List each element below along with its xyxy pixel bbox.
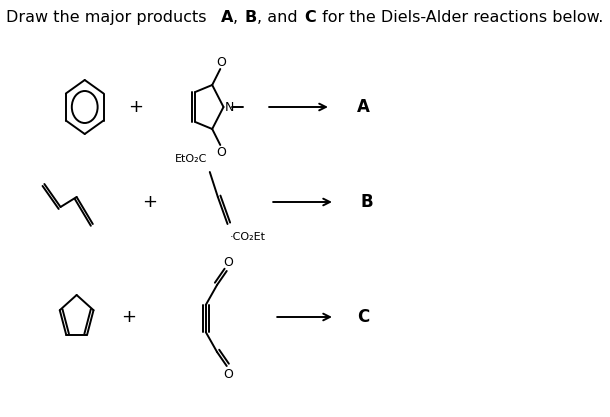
Text: +: +: [121, 308, 137, 326]
Text: +: +: [142, 193, 157, 211]
Text: +: +: [128, 98, 143, 116]
Text: A: A: [221, 10, 233, 25]
Text: EtO₂C: EtO₂C: [175, 154, 207, 164]
Text: N: N: [225, 100, 234, 113]
Text: C: C: [357, 308, 369, 326]
Text: B: B: [244, 10, 256, 25]
Text: , and: , and: [257, 10, 303, 25]
Text: for the Diels-Alder reactions below.: for the Diels-Alder reactions below.: [317, 10, 603, 25]
Text: O: O: [216, 146, 226, 158]
Text: O: O: [216, 55, 226, 68]
Text: ·CO₂Et: ·CO₂Et: [230, 232, 266, 242]
Text: O: O: [223, 367, 233, 380]
Text: A: A: [357, 98, 370, 116]
Text: B: B: [361, 193, 373, 211]
Text: O: O: [223, 256, 233, 269]
Text: Draw the major products: Draw the major products: [7, 10, 212, 25]
Text: ,: ,: [234, 10, 243, 25]
Text: C: C: [304, 10, 316, 25]
